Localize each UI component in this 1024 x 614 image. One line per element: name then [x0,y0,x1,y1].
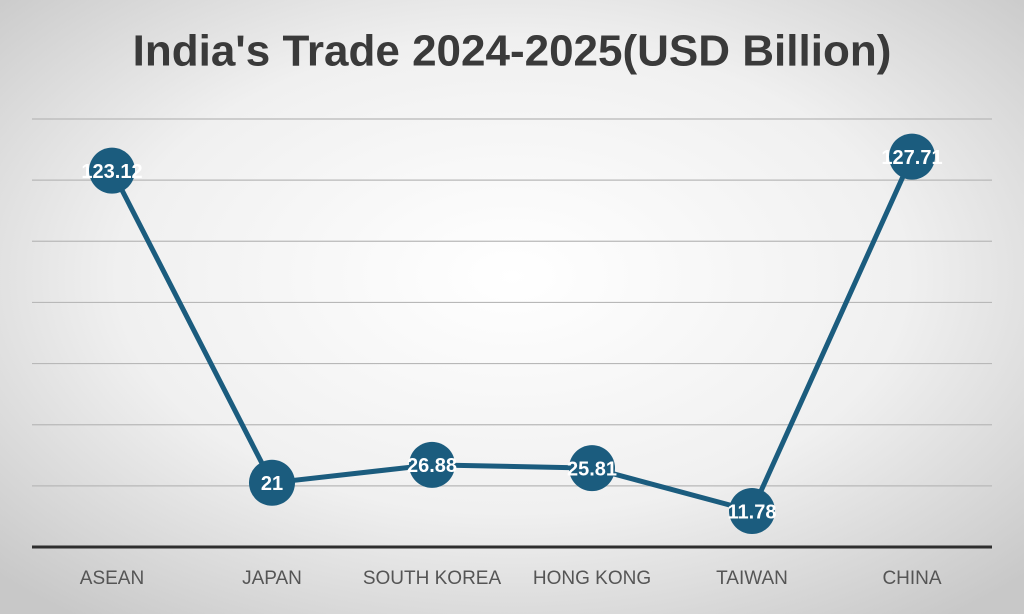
x-tick-label: SOUTH KOREA [363,568,502,589]
x-tick-label: HONG KONG [533,568,651,589]
data-label: 21 [261,473,283,495]
data-point [409,441,455,488]
x-tick-label: TAIWAN [716,568,788,589]
data-point [89,147,135,194]
x-tick-label: CHINA [882,568,941,589]
x-tick-label: ASEAN [80,568,144,589]
data-label: 25.81 [567,458,617,480]
data-point [889,133,935,180]
line [109,155,915,514]
data-label: 127.71 [881,147,942,169]
data-point [729,487,775,534]
data-label: 123.12 [81,161,142,183]
data-point [569,445,615,492]
data-label: 26.88 [407,455,457,477]
data-label: 11.78 [728,501,777,523]
chart-title: India's Trade 2024-2025(USD Billion) [133,27,892,76]
data-point [249,459,295,506]
x-tick-label: JAPAN [242,568,302,589]
